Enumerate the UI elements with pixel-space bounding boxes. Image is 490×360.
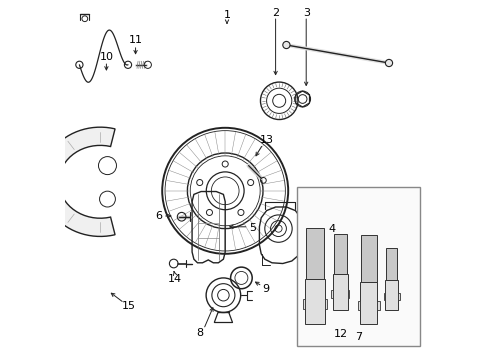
Bar bbox=[360, 282, 377, 324]
Bar bbox=[384, 293, 386, 300]
Text: 4: 4 bbox=[329, 224, 336, 234]
Bar bbox=[331, 290, 333, 298]
Circle shape bbox=[283, 41, 290, 49]
Text: 11: 11 bbox=[128, 35, 143, 45]
Text: 10: 10 bbox=[99, 51, 113, 62]
Text: 14: 14 bbox=[168, 274, 182, 284]
Text: 7: 7 bbox=[355, 332, 362, 342]
Bar bbox=[347, 290, 349, 298]
Text: 2: 2 bbox=[272, 8, 279, 18]
Bar bbox=[333, 274, 347, 310]
Bar bbox=[358, 301, 360, 310]
Polygon shape bbox=[41, 127, 115, 237]
Bar bbox=[334, 234, 347, 274]
Bar bbox=[297, 187, 419, 346]
Bar bbox=[398, 293, 399, 300]
Text: 1: 1 bbox=[223, 10, 230, 20]
Circle shape bbox=[386, 59, 392, 67]
Text: 15: 15 bbox=[122, 301, 136, 311]
Text: 12: 12 bbox=[333, 329, 347, 339]
Text: 8: 8 bbox=[196, 328, 203, 338]
Bar bbox=[386, 280, 398, 310]
Text: 5: 5 bbox=[249, 222, 256, 233]
Bar bbox=[386, 248, 397, 280]
Text: 3: 3 bbox=[303, 8, 310, 18]
Text: 9: 9 bbox=[262, 284, 270, 294]
Bar bbox=[377, 301, 380, 310]
Bar bbox=[305, 279, 325, 324]
Text: 13: 13 bbox=[260, 135, 273, 145]
Text: 6: 6 bbox=[155, 211, 162, 221]
Bar bbox=[303, 299, 305, 309]
Bar bbox=[306, 228, 324, 279]
Bar bbox=[325, 299, 327, 309]
Bar bbox=[361, 235, 377, 282]
